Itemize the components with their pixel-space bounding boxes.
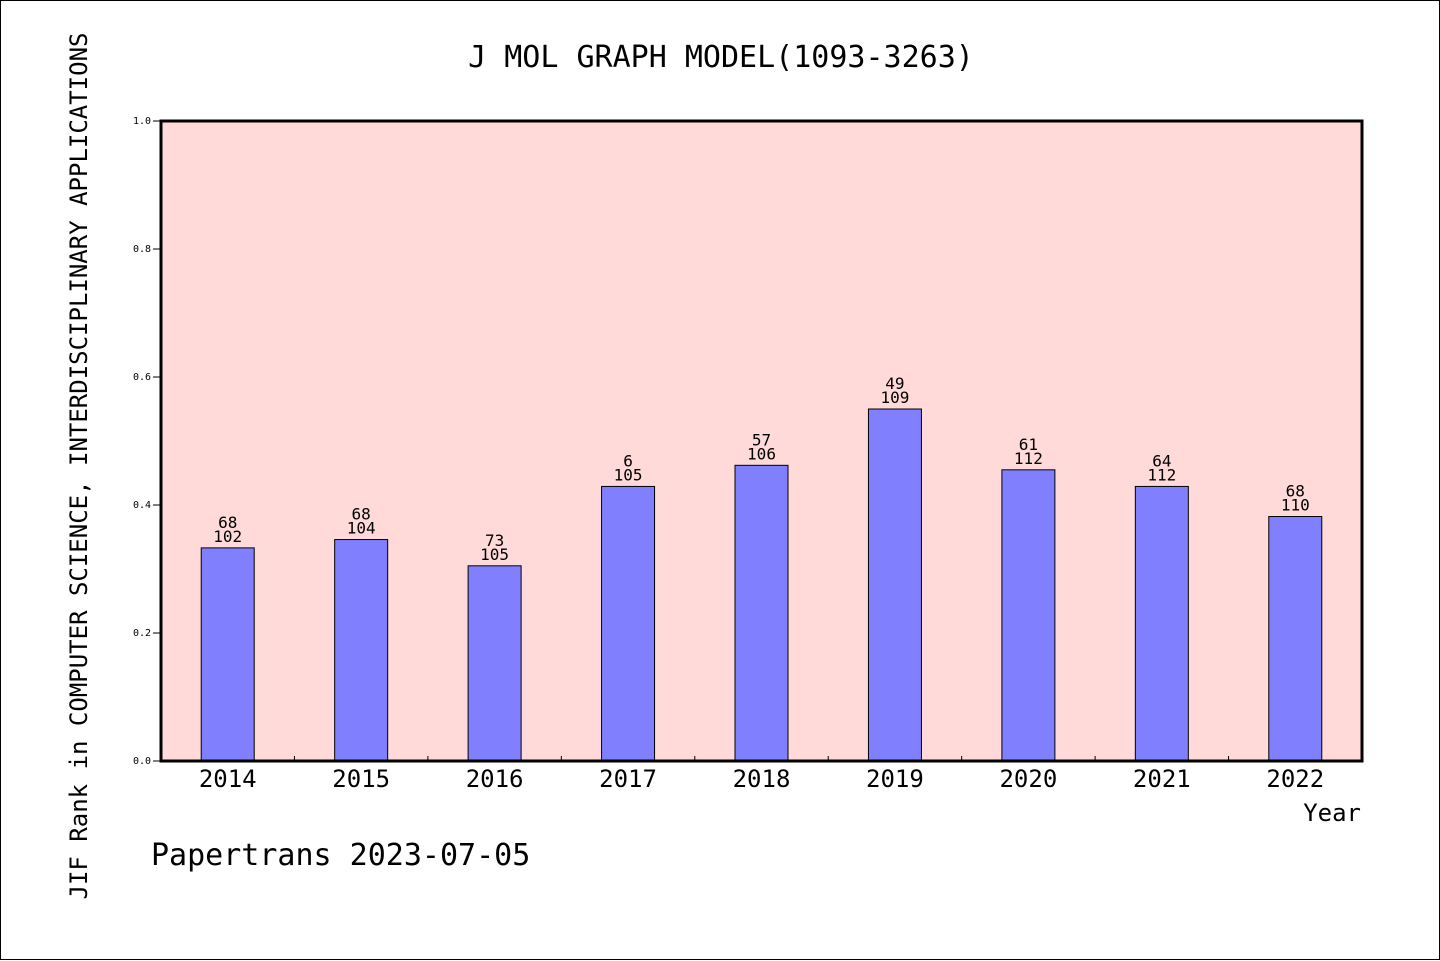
y-tick-label-0.0: 0.0 [133, 756, 151, 767]
bar-total-label-2017: 105 [614, 465, 643, 484]
bar-total-label-2015: 104 [347, 519, 376, 538]
bar-2016 [467, 565, 522, 762]
bar-total-label-2019: 109 [880, 388, 909, 407]
bar-2019 [867, 408, 922, 762]
y-axis-label: JIF Rank in COMPUTER SCIENCE, INTERDISCI… [65, 33, 93, 900]
x-axis-label: Year [1303, 799, 1361, 827]
x-tick-label-2017: 2017 [599, 765, 657, 793]
bar-2020 [1001, 469, 1056, 762]
bar-2015 [334, 539, 389, 762]
bar-rank-label-2018: 57 [752, 430, 771, 449]
bar-2017 [601, 485, 656, 762]
x-tick-label-2014: 2014 [199, 765, 257, 793]
bar-total-label-2020: 112 [1014, 449, 1043, 468]
bar-rank-label-2016: 73 [485, 531, 504, 550]
bar-2014 [200, 547, 255, 762]
y-tick-label-0.8: 0.8 [133, 244, 151, 255]
bar-rank-label-2021: 64 [1152, 451, 1171, 470]
bar-2018 [734, 464, 789, 762]
bar-rank-label-2014: 68 [218, 513, 237, 532]
plot-border [159, 119, 1364, 763]
bar-total-label-2016: 105 [480, 545, 509, 564]
bar-rank-label-2017: 6 [623, 451, 633, 470]
x-tick-label-2016: 2016 [466, 765, 524, 793]
x-axis: 2014 2015 2016 2017 2018 2019 2020 2021 2022 [199, 756, 1324, 793]
bar-2021 [1134, 485, 1189, 762]
bar-total-label-2018: 106 [747, 444, 776, 463]
bar-2022 [1268, 516, 1323, 762]
bar-rank-label-2019: 49 [885, 374, 904, 393]
bar-total-label-2022: 110 [1281, 496, 1310, 515]
y-axis: 0.0 0.2 0.4 0.6 0.8 1.0 [133, 116, 161, 767]
x-tick-label-2019: 2019 [866, 765, 924, 793]
footer-date: Papertrans 2023-07-05 [151, 838, 530, 873]
bar-rank-label-2015: 68 [352, 505, 371, 524]
bar-total-label-2014: 102 [213, 527, 242, 546]
x-tick-label-2018: 2018 [733, 765, 791, 793]
x-tick-label-2015: 2015 [332, 765, 390, 793]
y-tick-label-0.4: 0.4 [133, 500, 151, 511]
y-tick-label-0.2: 0.2 [133, 628, 151, 639]
bar-rank-label-2022: 68 [1286, 482, 1305, 501]
x-tick-label-2021: 2021 [1133, 765, 1191, 793]
y-tick-label-0.6: 0.6 [133, 372, 151, 383]
x-tick-label-2020: 2020 [999, 765, 1057, 793]
bar-total-label-2021: 112 [1147, 465, 1176, 484]
bar-rank-label-2020: 61 [1019, 435, 1038, 454]
chart-title: J MOL GRAPH MODEL(1093-3263) [468, 40, 974, 75]
y-tick-label-1.0: 1.0 [133, 116, 151, 127]
x-tick-label-2022: 2022 [1266, 765, 1324, 793]
